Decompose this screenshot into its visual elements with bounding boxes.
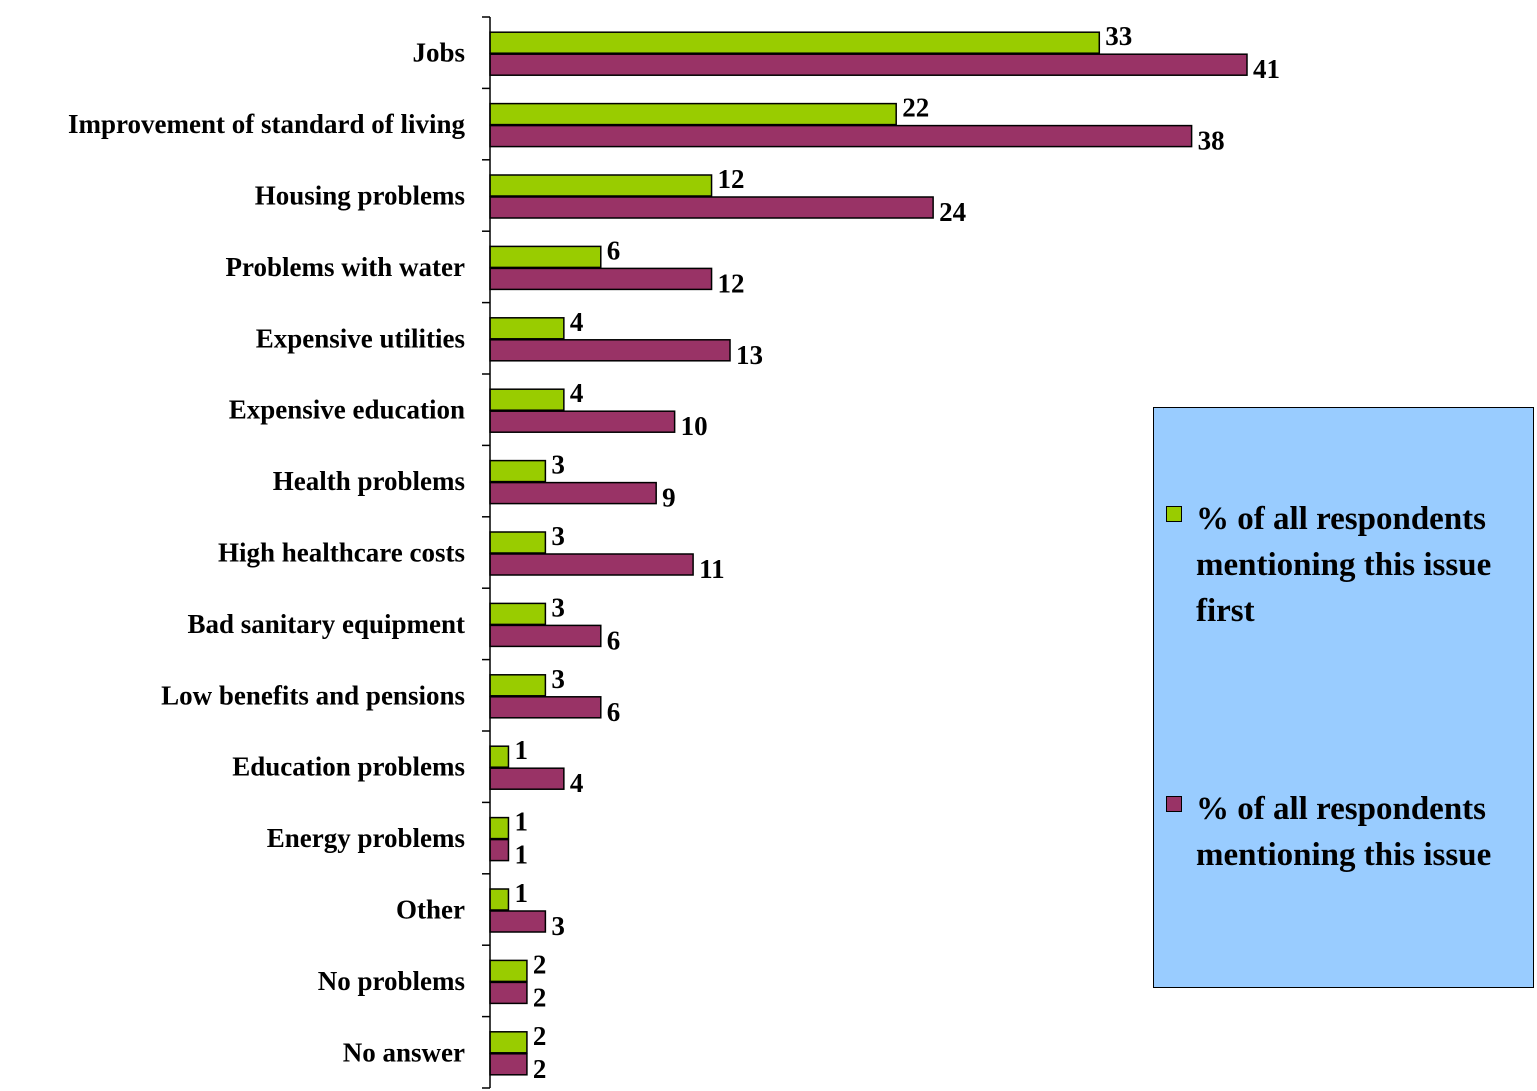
category-label: Jobs [412, 38, 465, 68]
bar-first [489, 1031, 528, 1054]
category-label: High healthcare costs [218, 538, 465, 568]
data-label-any: 13 [736, 340, 763, 370]
bar-any [489, 410, 676, 433]
bars-group [489, 31, 1248, 1076]
data-label-any: 6 [607, 697, 621, 727]
data-label-first: 1 [514, 735, 528, 765]
bar-any [489, 696, 602, 719]
category-label: Energy problems [267, 823, 465, 853]
data-label-any: 2 [533, 982, 547, 1012]
bar-any [489, 624, 602, 648]
bar-first [489, 745, 510, 768]
data-label-first: 6 [607, 235, 621, 265]
category-label: Bad sanitary equipment [187, 609, 465, 639]
bar-any [489, 838, 510, 862]
data-label-first: 2 [533, 1021, 547, 1051]
bar-first [489, 102, 897, 126]
bar-first [489, 174, 713, 197]
legend-swatch-any [1166, 796, 1182, 812]
bar-first [489, 888, 510, 911]
bar-any [489, 196, 934, 219]
data-label-first: 3 [551, 521, 565, 551]
data-label-any: 2 [533, 1054, 547, 1084]
bar-first [489, 459, 547, 483]
data-label-any: 4 [570, 768, 584, 798]
category-axis [482, 16, 491, 1089]
bar-first [489, 674, 547, 697]
data-label-first: 1 [514, 807, 528, 837]
category-label: Other [396, 895, 465, 925]
legend: % of all respondents mentioning this iss… [1153, 407, 1534, 988]
data-label-first: 3 [551, 450, 565, 480]
data-label-any: 41 [1253, 54, 1280, 84]
bar-first [489, 531, 547, 554]
data-label-first: 3 [551, 592, 565, 622]
legend-item-any: % of all respondents mentioning this iss… [1166, 786, 1529, 878]
category-label: Education problems [232, 752, 465, 782]
category-label: Improvement of standard of living [68, 109, 466, 139]
data-label-any: 11 [699, 554, 725, 584]
data-label-any: 9 [662, 483, 676, 513]
bar-first [489, 602, 547, 626]
data-label-any: 24 [939, 197, 966, 227]
category-label: Housing problems [255, 181, 465, 211]
bar-any [489, 339, 731, 362]
bar-any [489, 767, 565, 790]
category-label: No answer [343, 1037, 465, 1067]
legend-label-first: % of all respondents mentioning this iss… [1196, 501, 1492, 629]
data-label-first: 33 [1105, 21, 1132, 51]
data-label-first: 1 [514, 878, 528, 908]
data-label-first: 12 [718, 164, 745, 194]
data-label-any: 1 [514, 840, 528, 870]
bar-any [489, 553, 694, 576]
category-label: Expensive utilities [256, 323, 465, 353]
category-label: No problems [318, 966, 465, 996]
legend-item-first: % of all respondents mentioning this iss… [1166, 496, 1529, 634]
category-label: Health problems [273, 466, 465, 496]
category-label: Problems with water [226, 252, 465, 282]
legend-swatch-first [1166, 506, 1182, 522]
data-label-any: 38 [1198, 126, 1225, 156]
data-label-first: 4 [570, 378, 584, 408]
bar-first [489, 317, 565, 340]
bar-any [489, 981, 528, 1005]
bar-any [489, 124, 1193, 148]
category-label: Low benefits and pensions [161, 680, 465, 710]
bar-first [489, 816, 510, 840]
bar-first [489, 388, 565, 411]
bar-first [489, 959, 528, 983]
data-label-first: 2 [533, 949, 547, 979]
bar-first [489, 245, 602, 269]
bar-any [489, 910, 547, 933]
category-label: Expensive education [229, 395, 465, 425]
bar-first [489, 31, 1101, 54]
data-label-any: 10 [681, 411, 708, 441]
data-label-any: 3 [551, 911, 565, 941]
bar-any [489, 267, 713, 291]
legend-label-any: % of all respondents mentioning this iss… [1196, 791, 1492, 873]
data-label-first: 3 [551, 664, 565, 694]
bar-any [489, 1053, 528, 1076]
data-label-any: 6 [607, 625, 621, 655]
bar-any [489, 53, 1248, 76]
data-label-first: 4 [570, 307, 584, 337]
data-label-any: 12 [718, 268, 745, 298]
bar-any [489, 481, 657, 505]
data-label-first: 22 [902, 93, 929, 123]
